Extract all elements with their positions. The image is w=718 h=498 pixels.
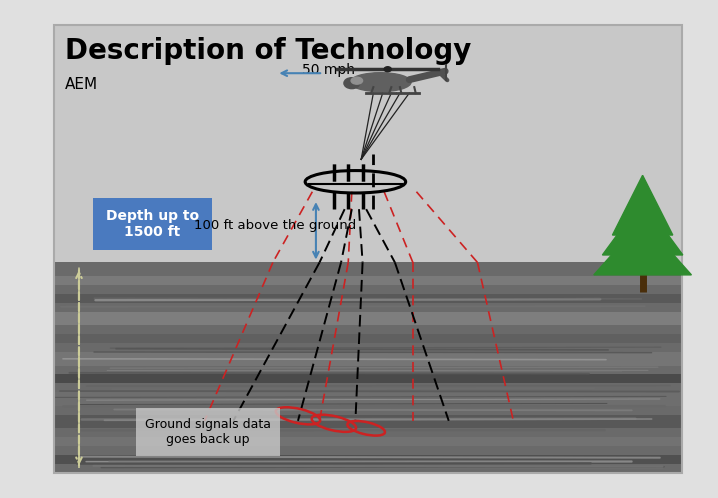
Bar xyxy=(54,374,682,383)
FancyBboxPatch shape xyxy=(93,198,212,250)
Ellipse shape xyxy=(350,73,411,92)
Text: Depth up to
1500 ft: Depth up to 1500 ft xyxy=(106,209,199,239)
Text: 100 ft above the ground: 100 ft above the ground xyxy=(194,219,356,233)
Bar xyxy=(54,334,682,343)
Bar xyxy=(54,25,682,262)
FancyBboxPatch shape xyxy=(136,408,280,456)
Text: 50 mph: 50 mph xyxy=(302,63,355,77)
Bar xyxy=(54,276,682,285)
Bar xyxy=(54,437,682,446)
Polygon shape xyxy=(594,220,691,275)
Bar xyxy=(54,455,682,464)
Ellipse shape xyxy=(351,77,363,84)
Ellipse shape xyxy=(344,78,360,89)
Bar xyxy=(54,294,682,303)
Text: AEM: AEM xyxy=(65,77,98,92)
Bar xyxy=(54,312,682,325)
Polygon shape xyxy=(602,200,683,255)
Text: Ground signals data
goes back up: Ground signals data goes back up xyxy=(145,418,271,446)
Bar xyxy=(54,262,682,473)
Polygon shape xyxy=(612,175,673,235)
Text: Description of Technology: Description of Technology xyxy=(65,37,471,65)
Bar xyxy=(54,415,682,428)
Circle shape xyxy=(384,67,391,72)
Bar xyxy=(54,25,682,473)
Bar xyxy=(54,352,682,366)
Bar xyxy=(54,392,682,406)
